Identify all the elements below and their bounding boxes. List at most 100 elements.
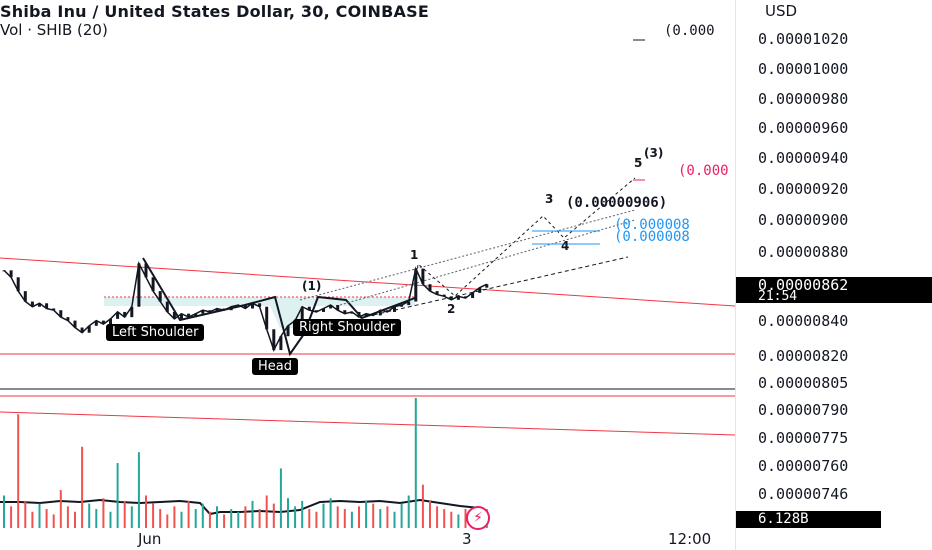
price-tick-label: 0.00000980 (758, 90, 849, 108)
volume-bar (237, 511, 240, 528)
price-candle (80, 327, 84, 333)
price-candle (109, 318, 112, 325)
volume-bar (17, 414, 20, 528)
price-candle (393, 306, 396, 312)
wave-label-3: 3 (545, 192, 554, 206)
price-candle (251, 303, 254, 309)
volume-bar (152, 503, 155, 528)
price-candle (94, 320, 98, 326)
volume-bar (386, 506, 389, 528)
volume-bar (223, 514, 226, 528)
volume-bar (88, 503, 91, 528)
price-tick-label: 0.00000920 (758, 180, 849, 198)
price-candle (478, 287, 482, 293)
price-candle (329, 305, 333, 309)
wave-label-(3): (3) (644, 146, 664, 160)
volume-bar (379, 509, 382, 528)
volume-bar (95, 509, 98, 528)
volume-bar (166, 514, 169, 528)
volume-bars (3, 398, 488, 528)
volume-bar (173, 506, 176, 528)
price-tick-label: 0.00000775 (758, 429, 849, 447)
volume-bar (329, 498, 332, 528)
volume-bar (109, 511, 112, 528)
price-candle (456, 296, 460, 300)
price-candle (73, 320, 77, 328)
price-candle (194, 313, 198, 318)
price-tick-label: 0.00000760 (758, 457, 849, 475)
volume-bar (301, 500, 304, 528)
price-candle (165, 301, 169, 312)
price-candle (435, 291, 439, 295)
price-candle (45, 303, 49, 309)
volume-bar (421, 484, 424, 528)
price-candle (158, 291, 162, 302)
volume-bar (116, 463, 119, 528)
target-label-blue-2: (0.000008 (614, 229, 690, 245)
price-chart[interactable] (0, 0, 735, 550)
price-candle (229, 306, 233, 311)
volume-bar (145, 495, 147, 528)
volume-bar (429, 500, 431, 528)
volume-bar (265, 495, 268, 528)
head-label[interactable]: Head (252, 358, 298, 375)
price-candle (272, 329, 276, 351)
volume-bar (365, 500, 368, 528)
volume-bar (230, 509, 233, 528)
volume-bar (24, 500, 27, 528)
price-candle (187, 313, 191, 318)
right-shoulder-label[interactable]: Right Shoulder (293, 319, 402, 336)
volume-bar (407, 495, 410, 528)
volume-bar (322, 503, 325, 528)
time-label-3: 3 (462, 530, 472, 548)
price-candle (378, 310, 382, 316)
volume-bar (308, 509, 311, 528)
channel-upper (299, 209, 636, 301)
volume-bar (81, 446, 84, 528)
left-shoulder-label[interactable]: Left Shoulder (106, 324, 205, 341)
volume-bar (372, 503, 375, 528)
price-candle (243, 305, 247, 309)
price-tick-label: 0.00000960 (758, 119, 849, 137)
volume-bar (208, 511, 211, 528)
last-price-value: 0.00000862 (758, 276, 849, 294)
price-candle (428, 284, 432, 292)
price-candle (300, 306, 304, 321)
volume-indicator-label[interactable]: Vol · SHIB (20) (0, 21, 108, 39)
head-shoulders-outline (142, 257, 416, 357)
wave-label-5: 5 (634, 156, 643, 170)
volume-bar (457, 514, 460, 528)
currency-label: USD (765, 2, 798, 20)
volume-bar (436, 506, 439, 528)
volume-bar (38, 503, 41, 528)
target-label-red: (0.000 (678, 163, 729, 179)
volume-bar (194, 509, 197, 528)
volume-bar (216, 506, 218, 528)
price-candle (215, 308, 219, 312)
price-candle (9, 270, 13, 278)
price-tick-label: 0.00001000 (758, 60, 849, 78)
volume-bar (59, 490, 62, 528)
lightning-icon[interactable]: ⚡ (466, 506, 490, 530)
volume-bar (52, 514, 55, 528)
neckline-zone (104, 297, 415, 328)
price-candle (258, 303, 262, 307)
price-tick-label: 0.00000805 (758, 374, 849, 392)
price-candle (130, 306, 134, 318)
price-candle (385, 310, 389, 312)
price-candle (357, 311, 361, 318)
price-candle (52, 308, 56, 311)
volume-bar (244, 506, 247, 528)
price-candle (59, 310, 63, 318)
chart-title: Shiba Inu / United States Dollar, 30, CO… (0, 2, 429, 21)
volume-bar (358, 506, 360, 528)
volume-bar (343, 509, 346, 528)
price-axis-separator (735, 0, 736, 550)
volume-bar (159, 509, 162, 528)
price-candle (314, 310, 318, 312)
price-candle (343, 310, 347, 314)
price-candle (322, 308, 325, 312)
time-label-1200: 12:00 (668, 530, 712, 548)
volume-bar (137, 452, 140, 528)
last-price-badge: 0.00000862 21:54 (736, 276, 932, 304)
